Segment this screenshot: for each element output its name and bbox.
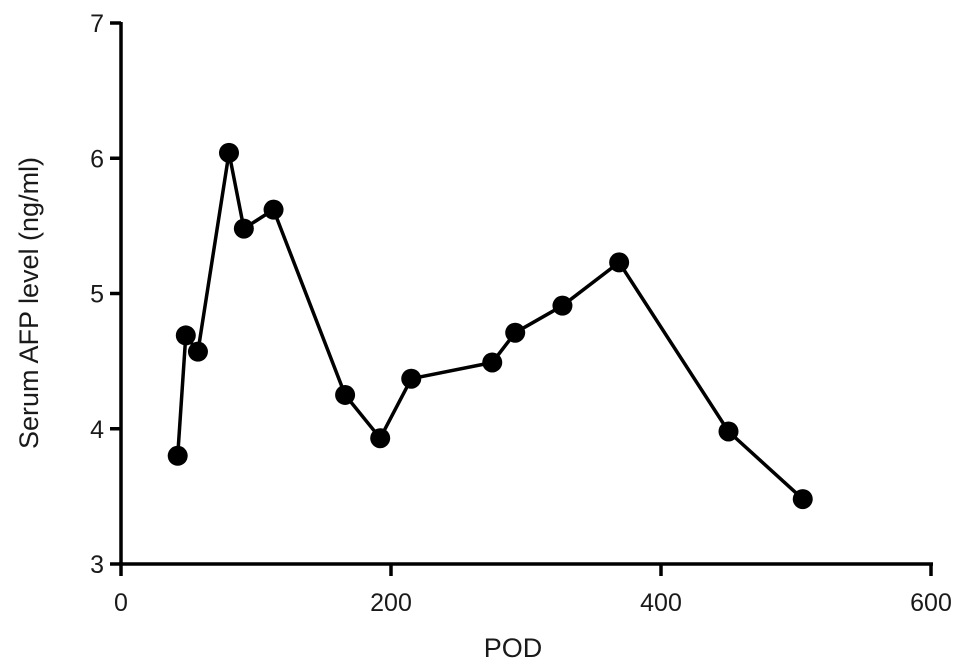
x-ticks: 0 200 400 600: [114, 564, 952, 617]
y-tick-label: 3: [90, 551, 104, 579]
x-tick-label: 0: [114, 589, 128, 617]
data-point: [175, 325, 196, 346]
data-point: [401, 368, 422, 389]
data-point: [792, 489, 813, 510]
x-axis-label: POD: [484, 633, 543, 663]
y-ticks: 3 4 5 6 7: [90, 10, 121, 579]
y-axis-label: Serum AFP level (ng/ml): [14, 157, 44, 449]
data-point: [609, 252, 630, 273]
y-tick-label: 6: [90, 145, 104, 173]
data-points: [167, 142, 813, 510]
x-tick-label: 400: [640, 589, 682, 617]
y-tick-label: 7: [90, 10, 104, 38]
data-point: [263, 199, 284, 220]
x-tick-label: 600: [910, 589, 952, 617]
x-tick-label: 200: [370, 589, 412, 617]
data-point: [167, 445, 188, 466]
data-point: [335, 384, 356, 405]
data-point: [505, 322, 526, 343]
data-point: [187, 341, 208, 362]
data-point: [219, 142, 239, 163]
y-tick-label: 4: [90, 416, 104, 444]
axes: [119, 22, 933, 566]
data-point: [233, 218, 254, 239]
data-point: [370, 428, 391, 449]
data-point: [482, 352, 503, 373]
data-point: [552, 295, 573, 316]
data-point: [718, 421, 739, 442]
y-tick-label: 5: [90, 281, 104, 309]
